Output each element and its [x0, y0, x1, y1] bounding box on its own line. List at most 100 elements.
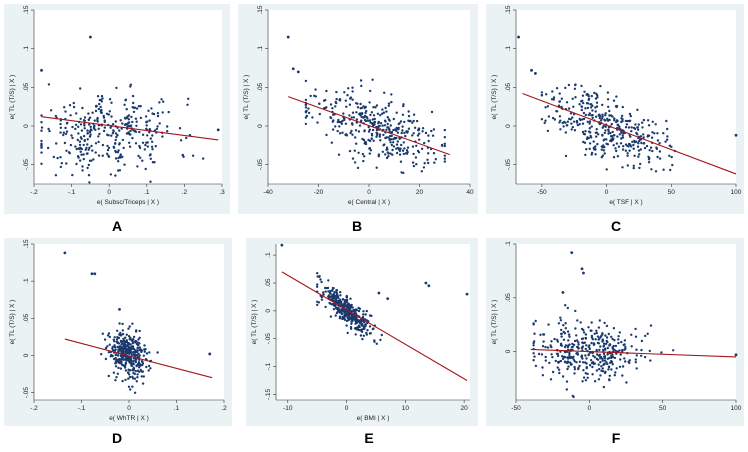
data-point [533, 340, 536, 343]
outlier-point [377, 291, 381, 295]
data-point [99, 110, 103, 113]
data-point [400, 143, 403, 147]
data-point [582, 331, 586, 334]
data-point [141, 141, 145, 144]
data-point [316, 283, 319, 286]
data-point [603, 131, 606, 135]
data-point [79, 117, 82, 121]
data-point [130, 364, 134, 367]
data-point [610, 361, 614, 364]
data-point [532, 359, 535, 362]
y-axis-label: e( TL (T/S) | X ) [491, 75, 498, 120]
data-point [656, 155, 659, 159]
data-point [558, 100, 561, 103]
data-point [615, 95, 618, 98]
data-point [97, 107, 101, 111]
data-point [360, 328, 363, 331]
data-point [87, 118, 91, 121]
data-point [605, 324, 609, 328]
data-point [546, 105, 550, 108]
data-point [643, 146, 647, 150]
data-point [616, 135, 619, 138]
data-point [574, 83, 577, 86]
data-point [364, 313, 367, 316]
outlier-point [465, 292, 469, 296]
data-point [59, 156, 62, 159]
data-point [594, 153, 597, 156]
data-point [349, 96, 353, 99]
data-point [653, 132, 656, 135]
data-point [63, 141, 67, 145]
panel-label-a: A [111, 218, 123, 234]
data-point [337, 153, 341, 156]
data-point [595, 348, 598, 352]
data-point [594, 110, 597, 113]
data-point [354, 333, 357, 336]
data-point [597, 326, 601, 329]
data-point [640, 354, 643, 357]
data-point [338, 120, 341, 124]
data-point [341, 131, 344, 134]
data-point [351, 111, 355, 114]
data-point [156, 112, 160, 115]
data-point [114, 132, 118, 135]
data-point [320, 298, 324, 301]
data-point [129, 336, 132, 339]
data-point [333, 294, 337, 298]
data-point [64, 132, 68, 136]
data-point [604, 342, 608, 346]
data-point [330, 289, 334, 292]
data-point [79, 146, 82, 149]
data-point [359, 334, 363, 337]
x-tick-label: .1 [144, 189, 150, 196]
data-point [138, 146, 142, 150]
data-point [118, 129, 121, 132]
data-point [402, 152, 406, 156]
data-point [64, 110, 67, 113]
data-point [660, 351, 663, 354]
data-point [114, 365, 118, 368]
data-point [555, 352, 559, 355]
data-point [544, 355, 547, 359]
data-point [387, 136, 390, 139]
data-point [130, 338, 133, 342]
data-point [568, 351, 571, 355]
data-point [116, 372, 120, 375]
data-point [86, 129, 89, 132]
outlier-point [208, 352, 212, 356]
data-point [386, 148, 389, 151]
data-point [623, 357, 626, 360]
data-point [624, 360, 627, 363]
data-point [581, 94, 585, 97]
data-point [116, 151, 120, 154]
data-point [124, 369, 128, 372]
data-point [122, 337, 125, 340]
data-point [129, 361, 133, 364]
y-tick-label: 0 [505, 124, 512, 128]
x-tick-label: 20 [461, 405, 469, 412]
data-point [555, 87, 559, 90]
data-point [642, 136, 645, 139]
data-point [617, 145, 621, 148]
data-point [114, 348, 117, 351]
data-point [540, 94, 544, 97]
data-point [353, 161, 357, 164]
data-point [602, 149, 606, 152]
data-point [149, 157, 152, 160]
data-point [368, 147, 371, 150]
data-point [335, 306, 339, 309]
x-tick-label: -20 [314, 189, 324, 196]
data-point [343, 314, 346, 317]
data-point [305, 114, 309, 118]
data-point [658, 157, 662, 160]
data-point [599, 84, 602, 88]
data-point [376, 133, 379, 137]
y-axis-label: e( TL (T/S) | X ) [491, 300, 498, 345]
data-point [412, 152, 415, 156]
data-point [126, 371, 130, 374]
data-point [561, 357, 565, 361]
data-point [625, 381, 628, 384]
data-point [370, 111, 374, 114]
data-point [585, 137, 589, 141]
data-point [599, 119, 603, 122]
